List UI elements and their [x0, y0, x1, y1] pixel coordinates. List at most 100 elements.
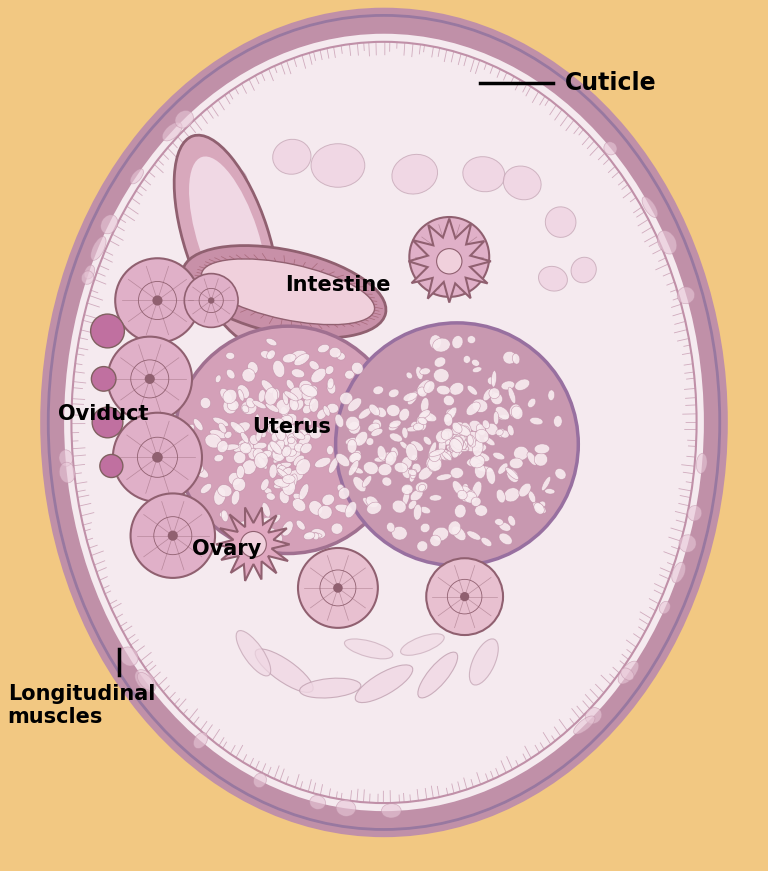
- Ellipse shape: [420, 523, 430, 532]
- Ellipse shape: [571, 257, 596, 283]
- Ellipse shape: [59, 449, 73, 466]
- Ellipse shape: [335, 415, 344, 428]
- Circle shape: [298, 548, 378, 628]
- Ellipse shape: [409, 500, 417, 510]
- Ellipse shape: [419, 484, 425, 491]
- Ellipse shape: [283, 392, 288, 405]
- Ellipse shape: [535, 453, 548, 466]
- Ellipse shape: [264, 418, 279, 426]
- Ellipse shape: [283, 475, 295, 483]
- Ellipse shape: [248, 449, 258, 459]
- Ellipse shape: [462, 483, 468, 491]
- Ellipse shape: [449, 446, 457, 454]
- Ellipse shape: [371, 429, 383, 436]
- Ellipse shape: [410, 490, 423, 501]
- Ellipse shape: [299, 381, 313, 394]
- Ellipse shape: [293, 429, 303, 439]
- Ellipse shape: [337, 484, 344, 492]
- Ellipse shape: [274, 440, 284, 454]
- Ellipse shape: [276, 463, 291, 469]
- Ellipse shape: [304, 532, 322, 538]
- Ellipse shape: [238, 389, 244, 402]
- Circle shape: [426, 558, 503, 635]
- Ellipse shape: [174, 135, 279, 344]
- Ellipse shape: [411, 422, 419, 429]
- Text: Uterus: Uterus: [253, 417, 331, 436]
- Ellipse shape: [455, 435, 468, 450]
- Ellipse shape: [241, 401, 257, 415]
- Ellipse shape: [339, 392, 353, 405]
- Ellipse shape: [452, 437, 462, 448]
- Ellipse shape: [452, 439, 463, 452]
- Ellipse shape: [239, 521, 250, 532]
- Ellipse shape: [287, 474, 297, 490]
- Ellipse shape: [257, 456, 267, 469]
- Ellipse shape: [283, 447, 292, 457]
- Ellipse shape: [451, 435, 465, 448]
- Ellipse shape: [242, 368, 255, 382]
- Ellipse shape: [401, 485, 412, 491]
- Ellipse shape: [302, 386, 318, 400]
- Ellipse shape: [453, 436, 461, 452]
- Ellipse shape: [189, 157, 267, 319]
- Ellipse shape: [503, 351, 516, 364]
- Ellipse shape: [280, 430, 288, 446]
- Ellipse shape: [472, 360, 479, 367]
- Ellipse shape: [278, 465, 288, 478]
- Ellipse shape: [555, 469, 566, 479]
- Ellipse shape: [417, 380, 431, 395]
- Ellipse shape: [227, 369, 235, 379]
- Ellipse shape: [367, 502, 382, 515]
- Ellipse shape: [445, 450, 452, 460]
- Ellipse shape: [469, 421, 482, 432]
- Ellipse shape: [346, 416, 359, 430]
- Ellipse shape: [221, 510, 228, 522]
- Circle shape: [100, 455, 123, 477]
- Ellipse shape: [458, 486, 472, 503]
- Ellipse shape: [309, 361, 319, 370]
- Ellipse shape: [215, 375, 221, 382]
- Ellipse shape: [455, 504, 466, 518]
- Ellipse shape: [419, 467, 433, 480]
- Ellipse shape: [467, 435, 475, 447]
- Ellipse shape: [292, 442, 302, 456]
- Ellipse shape: [389, 420, 401, 428]
- Ellipse shape: [299, 483, 309, 500]
- Ellipse shape: [459, 426, 470, 437]
- Circle shape: [174, 327, 402, 553]
- Ellipse shape: [679, 535, 696, 552]
- Ellipse shape: [348, 422, 360, 434]
- Ellipse shape: [286, 380, 294, 389]
- Ellipse shape: [449, 382, 464, 395]
- Ellipse shape: [493, 452, 505, 460]
- Ellipse shape: [467, 530, 481, 540]
- Ellipse shape: [483, 388, 492, 401]
- Ellipse shape: [411, 455, 418, 461]
- Ellipse shape: [448, 521, 461, 535]
- Ellipse shape: [545, 489, 555, 494]
- Ellipse shape: [240, 442, 251, 454]
- Ellipse shape: [283, 431, 295, 443]
- Ellipse shape: [500, 430, 509, 438]
- Ellipse shape: [200, 397, 210, 408]
- Ellipse shape: [458, 440, 468, 449]
- Ellipse shape: [300, 443, 312, 454]
- Ellipse shape: [509, 458, 523, 469]
- Ellipse shape: [495, 407, 509, 420]
- Circle shape: [144, 374, 155, 384]
- Ellipse shape: [291, 368, 305, 378]
- Ellipse shape: [265, 388, 278, 405]
- Ellipse shape: [283, 414, 296, 425]
- Text: Ovary: Ovary: [192, 539, 261, 558]
- Ellipse shape: [476, 424, 485, 436]
- Ellipse shape: [454, 436, 465, 445]
- Ellipse shape: [452, 436, 463, 449]
- Ellipse shape: [329, 348, 341, 358]
- Ellipse shape: [539, 501, 545, 507]
- Ellipse shape: [498, 463, 508, 475]
- Ellipse shape: [84, 265, 94, 279]
- Ellipse shape: [528, 491, 536, 503]
- Ellipse shape: [345, 370, 354, 379]
- Ellipse shape: [135, 670, 156, 692]
- Ellipse shape: [273, 454, 283, 463]
